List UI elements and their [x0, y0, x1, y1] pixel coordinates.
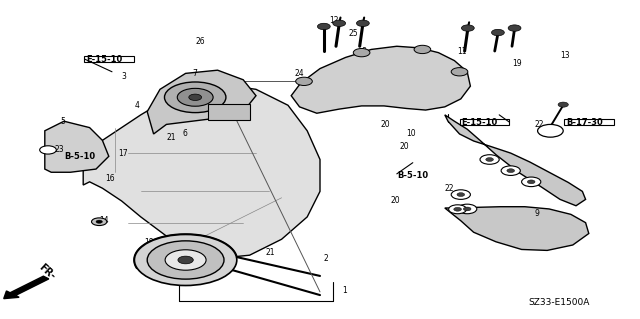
Polygon shape	[83, 83, 320, 258]
Text: 16: 16	[106, 174, 115, 183]
Circle shape	[454, 207, 461, 211]
Text: 23: 23	[54, 145, 64, 154]
Circle shape	[458, 204, 477, 214]
Bar	[84, 56, 134, 62]
Circle shape	[451, 190, 470, 199]
Text: E-15-10: E-15-10	[461, 118, 497, 127]
Circle shape	[480, 155, 499, 164]
Circle shape	[461, 25, 474, 31]
Text: 19: 19	[512, 59, 522, 68]
Text: E-15-10: E-15-10	[86, 55, 123, 63]
Bar	[460, 119, 509, 125]
Circle shape	[508, 25, 521, 31]
Text: SZ33-E1500A: SZ33-E1500A	[528, 298, 589, 307]
Circle shape	[40, 146, 56, 154]
Text: 7: 7	[192, 69, 197, 78]
Text: 6: 6	[182, 130, 188, 138]
Circle shape	[296, 77, 312, 85]
Text: 20: 20	[381, 120, 390, 129]
Text: 5: 5	[61, 117, 66, 126]
Text: 22: 22	[445, 184, 454, 193]
Text: 3: 3	[122, 72, 127, 81]
Circle shape	[501, 166, 520, 175]
Circle shape	[486, 158, 493, 161]
Polygon shape	[45, 121, 109, 172]
Circle shape	[147, 241, 224, 279]
Circle shape	[92, 218, 107, 226]
Bar	[564, 119, 614, 125]
Text: B-17-30: B-17-30	[566, 118, 603, 127]
Polygon shape	[445, 115, 586, 206]
Text: 17: 17	[118, 149, 128, 158]
Text: 13: 13	[560, 51, 570, 60]
Circle shape	[333, 20, 346, 26]
Text: 25: 25	[349, 29, 358, 38]
Circle shape	[164, 82, 226, 113]
Circle shape	[492, 29, 504, 36]
Bar	[208, 104, 250, 120]
Circle shape	[522, 177, 541, 187]
Circle shape	[558, 102, 568, 107]
Circle shape	[317, 23, 330, 30]
Text: FR-: FR-	[37, 262, 58, 282]
Circle shape	[177, 88, 213, 106]
Text: 11: 11	[458, 47, 467, 56]
Circle shape	[527, 180, 535, 184]
Text: 21: 21	[266, 248, 275, 256]
Text: 18: 18	[144, 238, 154, 247]
Text: 1: 1	[342, 286, 347, 295]
Polygon shape	[445, 207, 589, 250]
Circle shape	[96, 220, 102, 223]
Text: 20: 20	[390, 197, 400, 205]
Text: 14: 14	[99, 216, 109, 225]
Circle shape	[538, 124, 563, 137]
Circle shape	[457, 193, 465, 197]
Text: 2: 2	[323, 254, 328, 263]
Text: 21: 21	[166, 133, 176, 142]
Text: B-5-10: B-5-10	[397, 171, 428, 180]
Circle shape	[353, 48, 370, 57]
Circle shape	[463, 207, 471, 211]
Text: 24: 24	[294, 69, 304, 78]
Circle shape	[165, 250, 206, 270]
Circle shape	[134, 234, 237, 286]
Circle shape	[414, 45, 431, 54]
Circle shape	[356, 20, 369, 26]
Text: 8: 8	[362, 47, 366, 56]
FancyArrow shape	[4, 276, 49, 299]
Text: 9: 9	[534, 209, 540, 218]
Circle shape	[507, 169, 515, 173]
Circle shape	[451, 68, 468, 76]
Text: 10: 10	[406, 130, 416, 138]
Circle shape	[449, 205, 467, 214]
Text: B-5-10: B-5-10	[64, 152, 95, 161]
Polygon shape	[147, 70, 256, 134]
Text: 20: 20	[400, 142, 410, 151]
Text: 4: 4	[134, 101, 140, 110]
Circle shape	[189, 94, 202, 100]
Text: 12: 12	[330, 16, 339, 25]
Text: 15: 15	[176, 278, 186, 287]
Polygon shape	[291, 46, 470, 113]
Circle shape	[178, 256, 193, 264]
Text: 22: 22	[534, 120, 544, 129]
Text: 26: 26	[195, 37, 205, 46]
